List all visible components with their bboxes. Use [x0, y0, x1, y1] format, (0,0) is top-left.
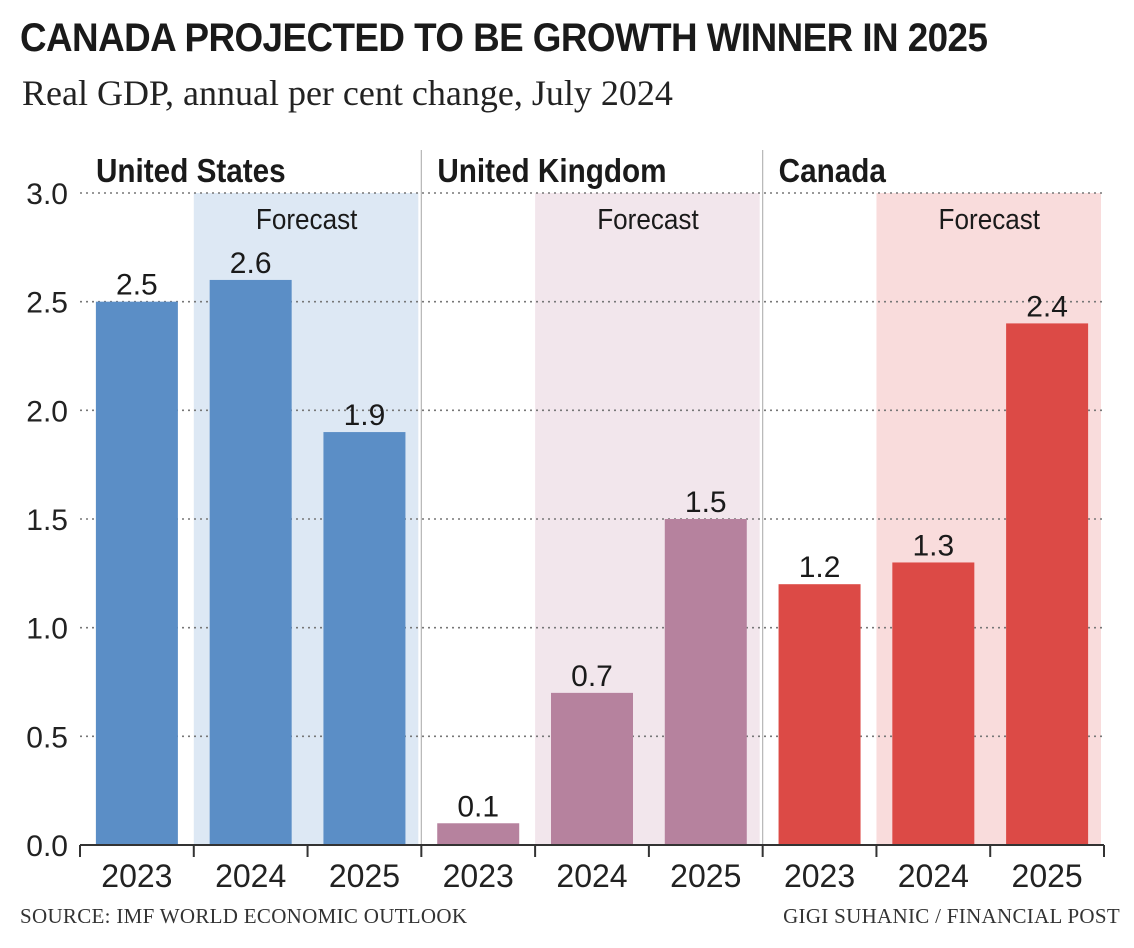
- bar: [323, 432, 406, 845]
- bar: [437, 823, 520, 845]
- x-tick-label: 2024: [898, 858, 969, 894]
- data-label: 2.5: [116, 269, 158, 302]
- data-label: 1.3: [912, 529, 954, 562]
- bar: [1006, 323, 1089, 845]
- x-tick-label: 2025: [1012, 858, 1083, 894]
- credit-note: GIGI SUHANIC / FINANCIAL POST: [783, 904, 1120, 928]
- y-tick-label: 3.0: [26, 178, 68, 211]
- data-label: 1.5: [685, 486, 727, 519]
- y-tick-label: 1.0: [26, 613, 68, 646]
- panel-title: Canada: [779, 153, 887, 190]
- y-tick-label: 1.5: [26, 504, 68, 537]
- x-tick-label: 2025: [670, 858, 741, 894]
- data-label: 2.4: [1026, 290, 1068, 323]
- data-label: 1.9: [344, 399, 386, 432]
- y-tick-label: 2.5: [26, 287, 68, 320]
- chart-subtitle: Real GDP, annual per cent change, July 2…: [22, 73, 673, 113]
- x-tick-label: 2023: [101, 858, 172, 894]
- bar: [209, 279, 292, 845]
- bar: [778, 584, 861, 845]
- forecast-label: Forecast: [939, 203, 1041, 236]
- x-tick-label: 2024: [556, 858, 627, 894]
- y-tick-label: 2.0: [26, 395, 68, 428]
- x-tick-label: 2025: [329, 858, 400, 894]
- panel-title: United States: [96, 153, 286, 190]
- forecast-label: Forecast: [256, 203, 358, 236]
- bar: [551, 692, 633, 845]
- forecast-label: Forecast: [597, 203, 699, 236]
- bar: [892, 562, 975, 845]
- bar: [95, 301, 178, 846]
- x-tick-label: 2023: [784, 858, 855, 894]
- data-label: 1.2: [799, 551, 841, 584]
- y-tick-label: 0.5: [26, 721, 68, 754]
- data-label: 2.6: [230, 247, 272, 280]
- chart-title: CANADA PROJECTED TO BE GROWTH WINNER IN …: [20, 16, 988, 60]
- source-note: SOURCE: IMF WORLD ECONOMIC OUTLOOK: [20, 904, 468, 928]
- x-tick-label: 2023: [443, 858, 514, 894]
- data-label: 0.7: [571, 660, 613, 693]
- bar: [664, 519, 747, 845]
- panel-title: United Kingdom: [437, 153, 666, 190]
- y-tick-label: 0.0: [26, 830, 68, 863]
- data-label: 0.1: [457, 790, 499, 823]
- x-tick-label: 2024: [215, 858, 286, 894]
